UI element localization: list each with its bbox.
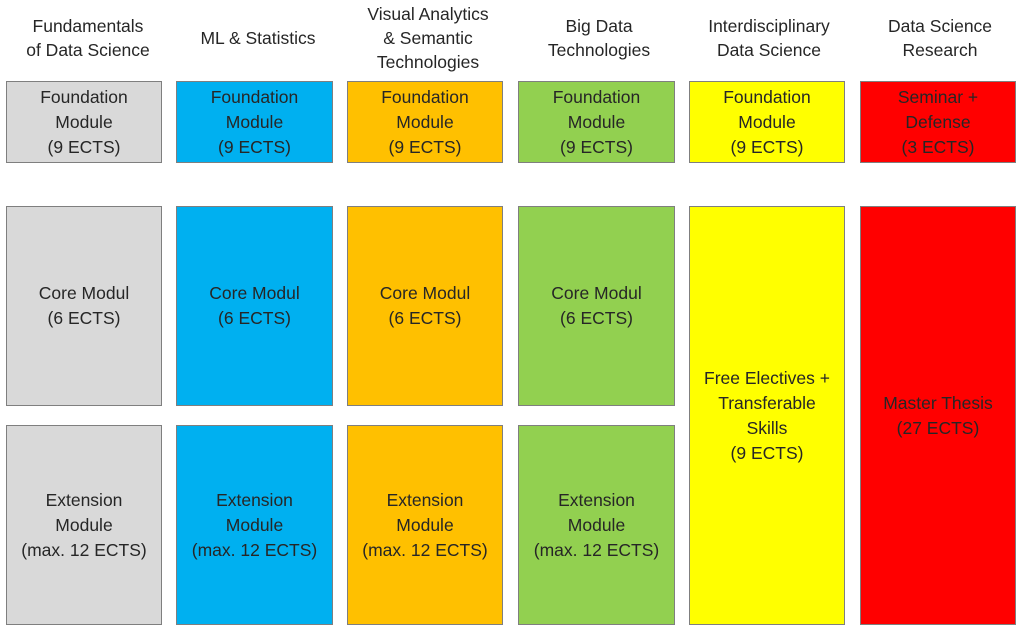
extension-module-big-data: Extension Module (max. 12 ECTS)	[518, 425, 675, 625]
free-electives-module: Free Electives + Transferable Skills (9 …	[689, 206, 845, 625]
foundation-module-fundamentals: Foundation Module (9 ECTS)	[6, 81, 162, 163]
seminar-defense-module: Seminar + Defense (3 ECTS)	[860, 81, 1016, 163]
extension-module-ml-statistics: Extension Module (max. 12 ECTS)	[176, 425, 333, 625]
foundation-module-big-data: Foundation Module (9 ECTS)	[518, 81, 675, 163]
extension-module-visual-analytics: Extension Module (max. 12 ECTS)	[347, 425, 503, 625]
column-heading-fundamentals: Fundamentals of Data Science	[26, 16, 150, 60]
core-module-ml-statistics: Core Modul (6 ECTS)	[176, 206, 333, 406]
column-heading-ml-statistics: ML & Statistics	[200, 28, 316, 48]
core-module-big-data: Core Modul (6 ECTS)	[518, 206, 675, 406]
core-module-visual-analytics: Core Modul (6 ECTS)	[347, 206, 503, 406]
extension-module-fundamentals: Extension Module (max. 12 ECTS)	[6, 425, 162, 625]
foundation-module-visual-analytics: Foundation Module (9 ECTS)	[347, 81, 503, 163]
foundation-module-interdisciplinary: Foundation Module (9 ECTS)	[689, 81, 845, 163]
core-module-fundamentals: Core Modul (6 ECTS)	[6, 206, 162, 406]
column-heading-visual-analytics: Visual Analytics & Semantic Technologies	[367, 4, 489, 72]
foundation-module-ml-statistics: Foundation Module (9 ECTS)	[176, 81, 333, 163]
column-heading-interdisciplinary: Interdisciplinary Data Science	[708, 16, 830, 60]
column-heading-research: Data Science Research	[887, 16, 993, 60]
master-thesis-module: Master Thesis (27 ECTS)	[860, 206, 1016, 625]
column-heading-big-data: Big Data Technologies	[547, 16, 651, 60]
